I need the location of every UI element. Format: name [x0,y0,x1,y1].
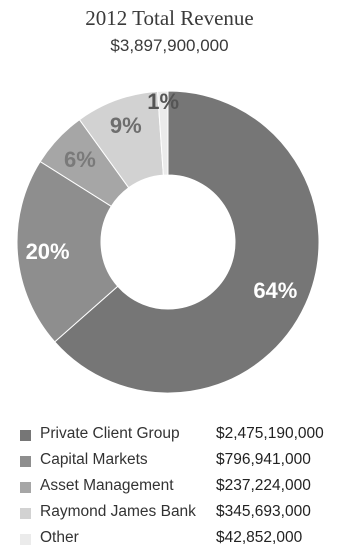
legend-label: Asset Management [40,477,174,494]
legend-value: $237,224,000 [216,477,311,494]
percent-label-other: 1% [147,89,179,114]
legend-label: Capital Markets [40,451,148,468]
legend-value: $345,693,000 [216,503,311,520]
legend-item-asset-management: Asset Management $237,224,000 [20,476,338,502]
legend-label: Other [40,529,79,546]
percent-label-asset-management: 6% [64,147,96,172]
percent-label-private-client-group: 64% [253,278,297,303]
legend-value: $42,852,000 [216,529,303,546]
legend-value: $796,941,000 [216,451,311,468]
legend-swatch [20,456,31,467]
legend-swatch [20,534,31,545]
legend-swatch [20,430,31,441]
chart-legend: Private Client Group $2,475,190,000 Capi… [20,424,338,554]
legend-label: Private Client Group [40,425,180,442]
chart-title: 2012 Total Revenue [85,6,254,30]
legend-swatch [20,482,31,493]
legend-label: Raymond James Bank [40,503,196,520]
percent-label-raymond-james-bank: 9% [110,113,142,138]
chart-subtitle: $3,897,900,000 [110,36,229,55]
slice-private-client-group [54,90,320,394]
legend-item-capital-markets: Capital Markets $796,941,000 [20,450,338,476]
legend-item-other: Other $42,852,000 [20,528,338,554]
donut-chart: 64% 20% 6% 9%1% [16,89,320,394]
slice-other [157,90,169,176]
slice-capital-markets [16,160,119,343]
legend-item-private-client-group: Private Client Group $2,475,190,000 [20,424,338,450]
legend-item-raymond-james-bank: Raymond James Bank $345,693,000 [20,502,338,528]
legend-swatch [20,508,31,519]
percent-label-capital-markets: 20% [26,239,70,264]
legend-value: $2,475,190,000 [216,425,324,442]
